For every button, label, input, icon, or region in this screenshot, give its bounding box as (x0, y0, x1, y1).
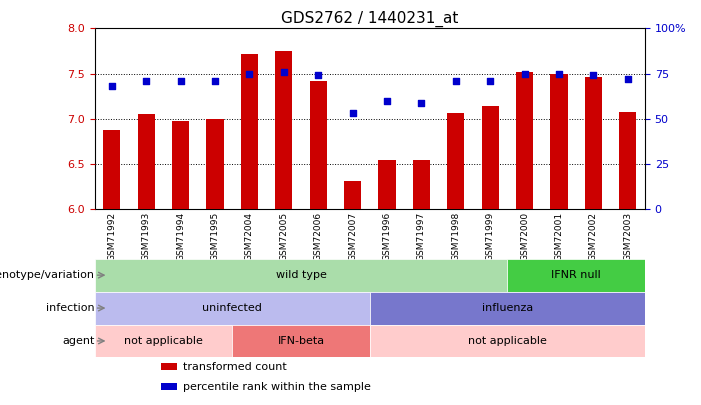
Text: transformed count: transformed count (183, 362, 287, 372)
FancyBboxPatch shape (370, 324, 645, 358)
FancyBboxPatch shape (232, 324, 370, 358)
FancyBboxPatch shape (95, 292, 370, 324)
Bar (137, 114, 155, 209)
Bar (516, 72, 533, 209)
Text: uninfected: uninfected (203, 303, 262, 313)
Text: GSM72000: GSM72000 (520, 212, 529, 261)
Point (244, 70, 255, 77)
Bar (379, 160, 395, 209)
Point (416, 99, 427, 106)
Text: agent: agent (62, 336, 95, 346)
Text: percentile rank within the sample: percentile rank within the sample (183, 382, 371, 392)
Bar (619, 112, 637, 209)
Bar (206, 119, 224, 209)
Text: GSM72005: GSM72005 (279, 212, 288, 261)
Point (107, 83, 118, 90)
Text: GSM72001: GSM72001 (554, 212, 564, 261)
Bar (172, 121, 189, 209)
Bar (275, 51, 292, 209)
Bar (310, 81, 327, 209)
Bar (447, 113, 464, 209)
Text: wild type: wild type (275, 270, 327, 280)
Bar (550, 74, 568, 209)
Text: GSM71998: GSM71998 (451, 212, 461, 261)
Text: GSM71992: GSM71992 (107, 212, 116, 261)
Bar (241, 54, 258, 209)
Text: GSM71994: GSM71994 (176, 212, 185, 261)
Point (587, 72, 599, 79)
Point (175, 78, 186, 84)
Text: GSM72003: GSM72003 (623, 212, 632, 261)
Text: GSM71999: GSM71999 (486, 212, 495, 261)
Text: GSM72007: GSM72007 (348, 212, 357, 261)
Point (553, 70, 564, 77)
FancyBboxPatch shape (95, 324, 232, 358)
FancyBboxPatch shape (508, 259, 645, 292)
Point (484, 78, 496, 84)
Point (450, 78, 461, 84)
Title: GDS2762 / 1440231_at: GDS2762 / 1440231_at (281, 11, 458, 27)
FancyBboxPatch shape (95, 259, 508, 292)
Bar (161, 383, 177, 390)
Text: GSM71993: GSM71993 (142, 212, 151, 261)
Bar (585, 77, 602, 209)
Point (347, 110, 358, 117)
Point (622, 76, 633, 82)
FancyBboxPatch shape (370, 292, 645, 324)
Text: not applicable: not applicable (124, 336, 203, 346)
Text: infection: infection (46, 303, 95, 313)
Point (313, 72, 324, 79)
Point (519, 70, 530, 77)
Text: GSM71995: GSM71995 (210, 212, 219, 261)
Point (278, 68, 290, 75)
Text: GSM71996: GSM71996 (383, 212, 391, 261)
Text: GSM72004: GSM72004 (245, 212, 254, 261)
Point (141, 78, 152, 84)
Text: IFNR null: IFNR null (551, 270, 601, 280)
Text: GSM71997: GSM71997 (417, 212, 426, 261)
Bar (161, 363, 177, 371)
Bar (482, 106, 498, 209)
Text: GSM72006: GSM72006 (313, 212, 322, 261)
Bar (344, 181, 361, 209)
Text: not applicable: not applicable (468, 336, 547, 346)
Point (210, 78, 221, 84)
Text: GSM72002: GSM72002 (589, 212, 598, 261)
Text: influenza: influenza (482, 303, 533, 313)
Bar (103, 130, 121, 209)
Bar (413, 160, 430, 209)
Point (381, 98, 393, 104)
Text: IFN-beta: IFN-beta (278, 336, 325, 346)
Text: genotype/variation: genotype/variation (0, 270, 95, 280)
